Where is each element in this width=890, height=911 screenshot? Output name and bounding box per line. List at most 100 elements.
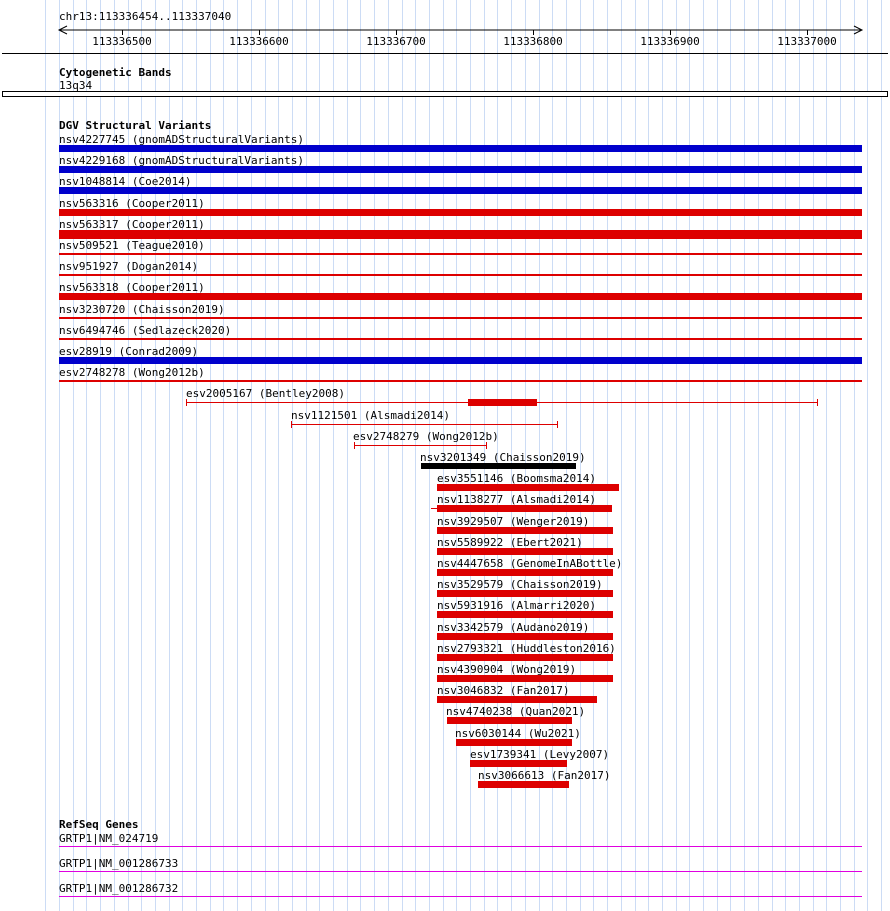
variant-label[interactable]: nsv5931916 (Almarri2020) bbox=[437, 599, 596, 613]
variant-label[interactable]: nsv3230720 (Chaisson2019) bbox=[59, 302, 225, 316]
variant-label[interactable]: nsv3929507 (Wenger2019) bbox=[437, 514, 590, 528]
ruler-tick bbox=[396, 30, 397, 35]
gridline bbox=[113, 0, 115, 911]
variant-label[interactable]: nsv1048814 (Coe2014) bbox=[59, 175, 192, 189]
variant-bar[interactable] bbox=[437, 590, 613, 598]
gridline bbox=[333, 0, 335, 911]
gene-transcript-line[interactable] bbox=[59, 871, 862, 872]
gene-label[interactable]: GRTP1|NM_001286733 bbox=[59, 857, 179, 870]
variant-span-end-tick bbox=[186, 399, 187, 407]
variant-label[interactable]: esv28919 (Conrad2009) bbox=[59, 345, 199, 358]
variant-bar[interactable] bbox=[470, 759, 567, 767]
variant-label[interactable]: esv2005167 (Bentley2008) bbox=[186, 387, 345, 401]
variant-label[interactable]: nsv563318 (Cooper2011) bbox=[59, 281, 205, 295]
variant-label[interactable]: nsv1121501 (Alsmadi2014) bbox=[291, 408, 450, 422]
variant-label[interactable]: nsv3046832 (Fan2017) bbox=[437, 684, 570, 698]
gridline bbox=[661, 0, 663, 911]
variant-label[interactable]: nsv4227745 (gnomADStructuralVariants) bbox=[59, 133, 305, 146]
variant-bar[interactable] bbox=[59, 145, 862, 152]
gridline bbox=[744, 0, 746, 911]
gridline bbox=[428, 0, 430, 911]
variant-label[interactable]: nsv4390904 (Wong2019) bbox=[437, 663, 577, 676]
variant-bar[interactable] bbox=[59, 253, 862, 255]
variant-bar[interactable] bbox=[437, 526, 613, 534]
variant-bar[interactable] bbox=[437, 675, 613, 682]
variant-bar[interactable] bbox=[478, 781, 569, 788]
variant-label[interactable]: nsv1138277 (Alsmadi2014) bbox=[437, 493, 596, 507]
variant-bar[interactable] bbox=[437, 569, 613, 576]
variant-bar[interactable] bbox=[437, 484, 619, 492]
variant-label[interactable]: esv2748279 (Wong2012b) bbox=[353, 429, 499, 443]
variant-label[interactable]: nsv4447658 (GenomeInABottle) bbox=[437, 557, 623, 570]
variant-bar[interactable] bbox=[59, 187, 862, 195]
gridline bbox=[291, 0, 293, 911]
variant-bar[interactable] bbox=[59, 380, 862, 383]
variant-label[interactable]: esv3551146 (Boomsma2014) bbox=[437, 472, 596, 486]
variant-bar[interactable] bbox=[59, 293, 862, 301]
gridline bbox=[579, 0, 581, 911]
gridline bbox=[785, 0, 787, 911]
gene-transcript-line[interactable] bbox=[59, 846, 862, 847]
variant-span-end-tick bbox=[291, 420, 292, 428]
variant-label[interactable]: nsv2793321 (Huddleston2016) bbox=[437, 641, 616, 655]
variant-label[interactable]: nsv563317 (Cooper2011) bbox=[59, 217, 205, 231]
variant-label[interactable]: nsv4740238 (Quan2021) bbox=[446, 705, 586, 719]
variant-label[interactable]: esv1739341 (Levy2007) bbox=[470, 747, 610, 761]
variant-bar[interactable] bbox=[437, 547, 613, 555]
variant-bar[interactable] bbox=[456, 738, 572, 746]
variant-label[interactable]: nsv6030144 (Wu2021) bbox=[455, 726, 581, 740]
variant-bar[interactable] bbox=[447, 717, 572, 725]
variant-label[interactable]: nsv6494746 (Sedlazeck2020) bbox=[59, 323, 232, 337]
gridline bbox=[154, 0, 156, 911]
gene-label[interactable]: GRTP1|NM_024719 bbox=[59, 832, 159, 845]
variant-bar[interactable] bbox=[59, 337, 862, 340]
variant-label[interactable]: nsv951927 (Dogan2014) bbox=[59, 260, 199, 274]
variant-bar[interactable] bbox=[59, 166, 862, 174]
variant-label[interactable]: nsv3201349 (Chaisson2019) bbox=[420, 451, 586, 464]
variant-span-end-tick bbox=[817, 399, 818, 407]
cytoband-13q34[interactable] bbox=[2, 91, 888, 97]
gridline bbox=[456, 0, 458, 911]
gridline bbox=[470, 0, 472, 911]
variant-bar[interactable] bbox=[59, 316, 862, 319]
variant-bar[interactable] bbox=[421, 463, 576, 469]
gridline bbox=[497, 0, 499, 911]
variant-label[interactable]: nsv5589922 (Ebert2021) bbox=[437, 535, 583, 549]
variant-inner-box[interactable] bbox=[437, 505, 612, 513]
variant-label[interactable]: nsv509521 (Teague2010) bbox=[59, 239, 205, 252]
gridline bbox=[593, 0, 595, 911]
gridline bbox=[538, 0, 540, 911]
gridline bbox=[45, 0, 47, 911]
variant-label[interactable]: nsv3529579 (Chaisson2019) bbox=[437, 578, 603, 592]
section-title-refseq: RefSeq Genes bbox=[59, 818, 139, 831]
variant-label[interactable]: nsv563316 (Cooper2011) bbox=[59, 196, 205, 210]
gene-transcript-line[interactable] bbox=[59, 896, 862, 897]
variant-bar[interactable] bbox=[59, 229, 862, 239]
gridline bbox=[374, 0, 376, 911]
variant-span-line[interactable] bbox=[354, 444, 486, 446]
gene-label[interactable]: GRTP1|NM_001286732 bbox=[59, 882, 179, 895]
ruler-tick-label: 113336900 bbox=[640, 35, 700, 48]
variant-label[interactable]: nsv3066613 (Fan2017) bbox=[478, 769, 611, 782]
gridline bbox=[100, 0, 102, 911]
variant-bar[interactable] bbox=[437, 611, 613, 619]
gridline bbox=[264, 0, 266, 911]
variant-inner-box[interactable] bbox=[468, 399, 537, 407]
gridline bbox=[867, 0, 869, 911]
variant-bar[interactable] bbox=[59, 208, 862, 216]
variant-span-line[interactable] bbox=[291, 423, 557, 425]
variant-bar[interactable] bbox=[437, 653, 613, 661]
variant-bar[interactable] bbox=[59, 274, 862, 277]
variant-label[interactable]: nsv3342579 (Audano2019) bbox=[437, 620, 590, 634]
gridline bbox=[209, 0, 211, 911]
variant-bar[interactable] bbox=[437, 632, 613, 640]
variant-span-end-tick bbox=[557, 420, 558, 428]
variant-bar[interactable] bbox=[59, 357, 862, 364]
variant-label[interactable]: nsv4229168 (gnomADStructuralVariants) bbox=[59, 154, 305, 168]
variant-label[interactable]: esv2748278 (Wong2012b) bbox=[59, 366, 205, 380]
ruler-tick-label: 113336500 bbox=[92, 35, 152, 48]
ruler-tick bbox=[122, 30, 123, 35]
variant-bar[interactable] bbox=[437, 696, 597, 704]
gridline bbox=[127, 0, 129, 911]
